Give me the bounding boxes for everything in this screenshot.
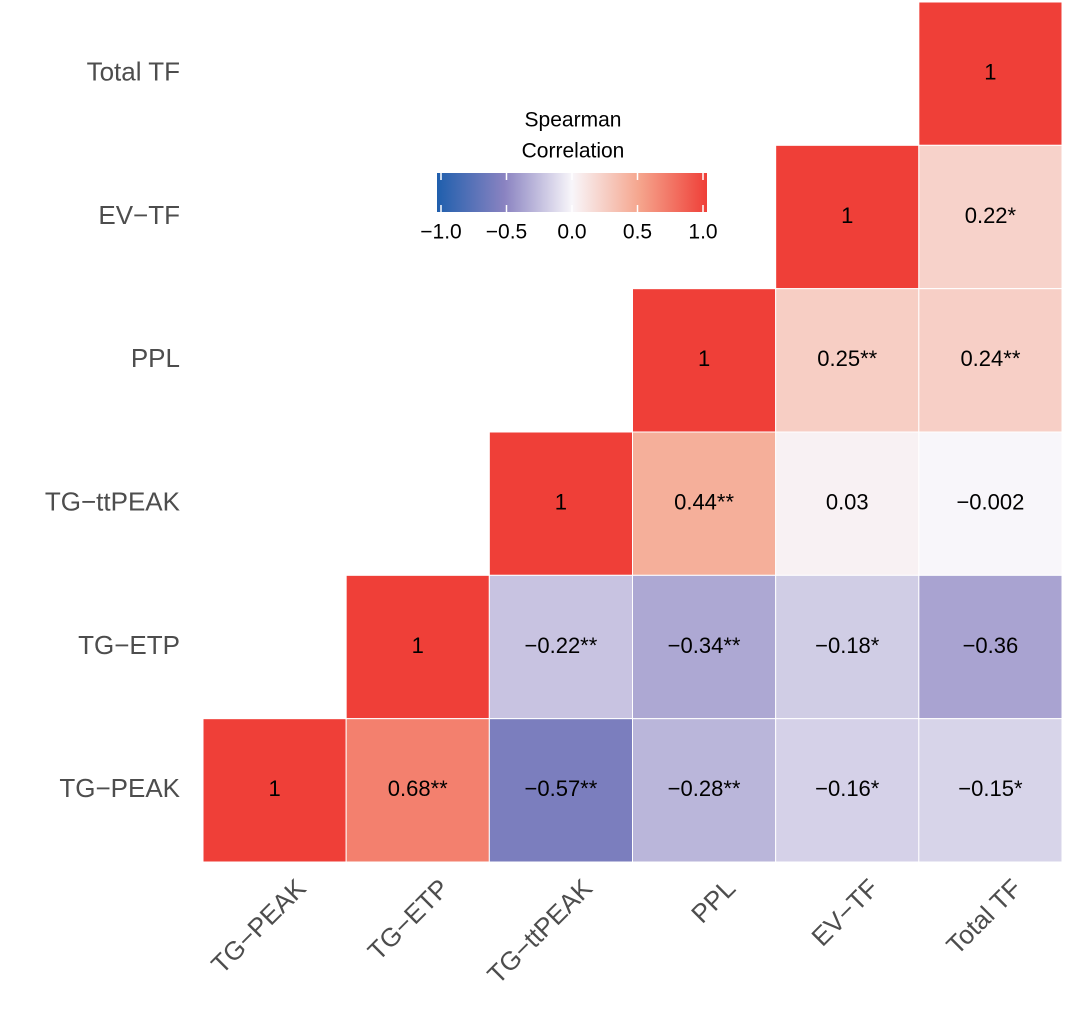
- cell-label: 1: [984, 59, 996, 84]
- cell-label: −0.28**: [668, 776, 741, 801]
- cell-label: 0.44**: [674, 489, 734, 514]
- cell-label: 1: [268, 776, 280, 801]
- cell-label: 0.24**: [960, 346, 1020, 371]
- y-tick-label: TG−ETP: [78, 630, 180, 660]
- heatmap-cell: [488, 718, 634, 863]
- x-tick-label: TG−PEAK: [205, 872, 312, 979]
- y-tick-label: TG−ttPEAK: [45, 487, 181, 517]
- heatmap-cell: [918, 144, 1063, 290]
- heatmap-cell: [202, 718, 347, 863]
- heatmap-cell: [775, 288, 920, 433]
- y-tick-label: Total TF: [87, 57, 180, 87]
- heatmap-cell: [775, 144, 920, 290]
- y-tick-label: PPL: [131, 343, 180, 373]
- cell-label: −0.22**: [525, 633, 598, 658]
- cell-label: 0.25**: [817, 346, 877, 371]
- cell-label: 1: [412, 633, 424, 658]
- cell-label: −0.002: [956, 489, 1024, 514]
- heatmap-cell: [918, 574, 1063, 720]
- cell-label: 1: [841, 203, 853, 228]
- x-tick-label: EV−TF: [805, 873, 884, 952]
- colorbar-title: Correlation: [522, 140, 625, 163]
- heatmap-cell: [918, 718, 1063, 863]
- heatmap-cell: [632, 431, 777, 576]
- heatmap-cell: [345, 718, 490, 863]
- cell-label: 1: [698, 346, 710, 371]
- heatmap-cell: [775, 718, 920, 863]
- cell-label: 0.22*: [965, 203, 1017, 228]
- heatmap-cell: [775, 574, 920, 720]
- x-tick-label: PPL: [685, 873, 741, 929]
- x-tick-label: Total TF: [940, 873, 1027, 960]
- y-tick-label: EV−TF: [98, 200, 180, 230]
- colorbar-title: Spearman: [525, 109, 622, 132]
- x-tick-label: TG−ttPEAK: [481, 872, 598, 989]
- cell-label: 0.68**: [388, 776, 448, 801]
- heatmap-cell: [632, 718, 777, 863]
- cell-label: −0.34**: [668, 633, 741, 658]
- colorbar-tick-label: −0.5: [486, 221, 527, 244]
- colorbar-tick-label: 1.0: [688, 221, 717, 244]
- cell-label: 1: [555, 489, 567, 514]
- x-tick-label: TG−ETP: [362, 873, 455, 966]
- cell-label: −0.36: [963, 633, 1019, 658]
- colorbar-tick-label: 0.5: [623, 221, 652, 244]
- cell-label: −0.18*: [815, 633, 880, 658]
- colorbar-tick-label: −1.0: [420, 221, 461, 244]
- y-tick-label: TG−PEAK: [59, 773, 180, 803]
- heatmap-cell: [632, 288, 777, 433]
- colorbar-tick-label: 0.0: [557, 221, 586, 244]
- cell-label: 0.03: [826, 489, 869, 514]
- heatmap-cell: [488, 574, 634, 720]
- cell-label: −0.15*: [958, 776, 1023, 801]
- cell-label: −0.57**: [525, 776, 598, 801]
- heatmap-cell: [918, 1, 1063, 146]
- cell-label: −0.16*: [815, 776, 880, 801]
- heatmap-cell: [918, 288, 1063, 433]
- heatmap-cell: [918, 431, 1063, 576]
- heatmap-cell: [632, 574, 777, 720]
